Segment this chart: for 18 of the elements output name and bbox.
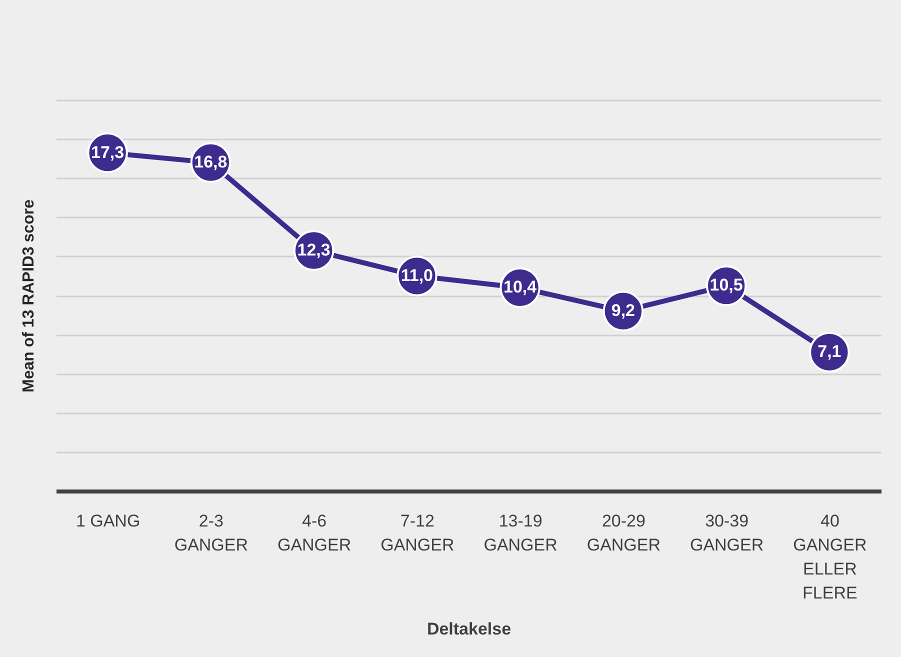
- data-label: 9,2: [611, 301, 636, 320]
- x-tick-label: 2-3 GANGER: [174, 512, 248, 554]
- data-label: 10,5: [710, 276, 743, 295]
- data-label: 10,4: [504, 278, 538, 297]
- data-label: 16,8: [194, 152, 228, 172]
- x-tick-label: 30-39 GANGER: [690, 512, 764, 554]
- data-label: 11,0: [400, 266, 434, 285]
- data-label: 7,1: [818, 342, 842, 362]
- x-tick-label: 7-12 GANGER: [380, 512, 454, 554]
- data-label: 17,3: [91, 142, 124, 162]
- x-tick-label: 20-29 GANGER: [586, 512, 661, 554]
- x-tick-label: 1 GANG: [76, 512, 140, 530]
- x-tick-label: 4-6 GANGER: [277, 512, 352, 554]
- x-axis-title: Deltakelse: [426, 620, 512, 638]
- x-tick-label: 40 GANGER ELLER FLERE: [793, 512, 867, 602]
- x-tick-label: 13-19 GANGER: [484, 512, 558, 554]
- y-axis-title: Mean of 13 RAPID3 score: [20, 199, 38, 392]
- data-label: 12,3: [297, 240, 330, 260]
